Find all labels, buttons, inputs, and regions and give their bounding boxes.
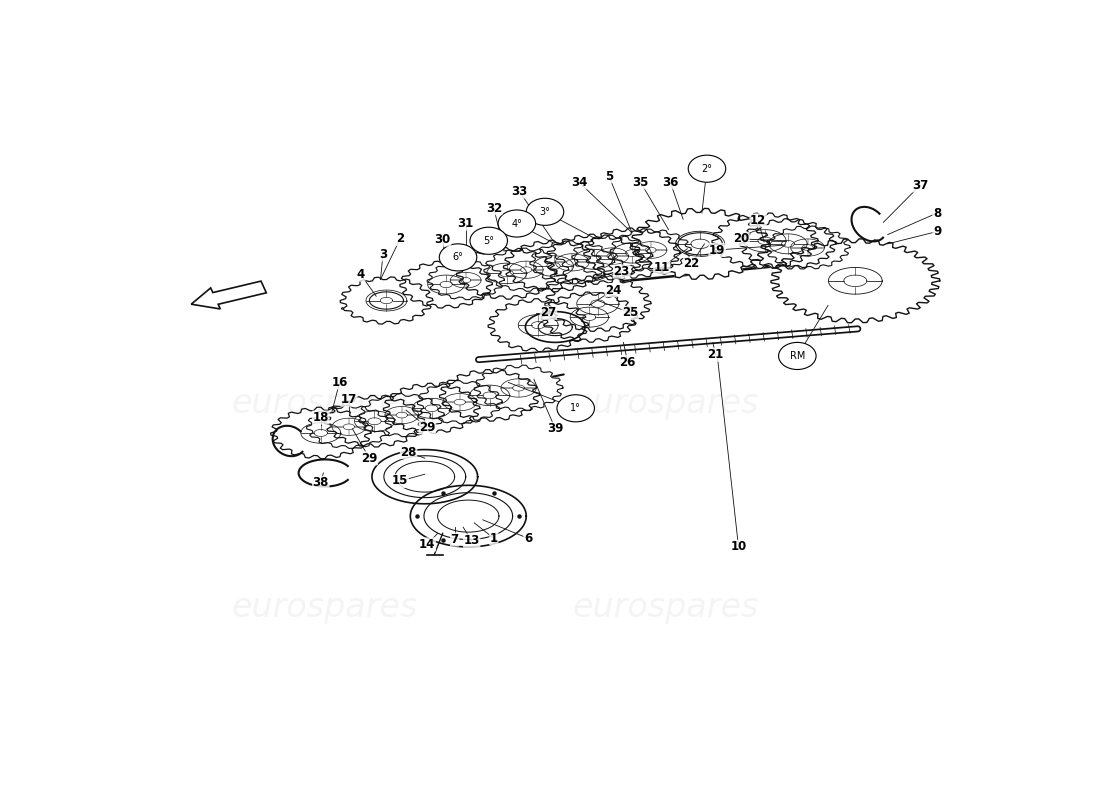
Circle shape	[526, 198, 563, 226]
Polygon shape	[360, 394, 444, 437]
Polygon shape	[484, 248, 569, 291]
Text: 15: 15	[392, 474, 408, 487]
Text: 38: 38	[312, 476, 329, 490]
Polygon shape	[340, 277, 432, 324]
Polygon shape	[307, 406, 392, 448]
Circle shape	[439, 244, 476, 271]
Text: 13: 13	[463, 534, 480, 547]
Text: 1°: 1°	[570, 403, 581, 414]
Text: 30: 30	[434, 233, 451, 246]
Text: 29: 29	[361, 452, 377, 465]
Polygon shape	[384, 383, 480, 434]
Text: 10: 10	[730, 541, 747, 554]
Polygon shape	[546, 234, 641, 284]
Text: 19: 19	[710, 243, 725, 257]
Polygon shape	[712, 213, 818, 269]
Polygon shape	[544, 276, 651, 331]
Text: 3: 3	[379, 248, 387, 261]
Text: 5°: 5°	[483, 236, 494, 246]
Text: 25: 25	[623, 306, 638, 319]
Text: 4: 4	[356, 268, 365, 281]
Text: eurospares: eurospares	[232, 590, 418, 624]
Circle shape	[470, 227, 507, 254]
Text: 6°: 6°	[452, 252, 463, 262]
Text: 32: 32	[486, 202, 502, 214]
Text: 2°: 2°	[702, 164, 713, 174]
Text: 1: 1	[490, 532, 498, 545]
Polygon shape	[530, 241, 615, 284]
Polygon shape	[572, 235, 652, 277]
Text: RM: RM	[790, 351, 805, 361]
Polygon shape	[456, 248, 557, 299]
Text: 4°: 4°	[512, 218, 522, 229]
Text: 14: 14	[419, 538, 436, 551]
Polygon shape	[440, 370, 540, 421]
Text: 31: 31	[458, 217, 474, 230]
Text: 36: 36	[662, 176, 679, 189]
Circle shape	[779, 342, 816, 370]
Polygon shape	[488, 298, 588, 352]
Text: 21: 21	[707, 348, 724, 362]
Polygon shape	[271, 407, 371, 458]
Text: 7: 7	[451, 533, 459, 546]
Text: 3°: 3°	[540, 207, 550, 217]
Text: 11: 11	[653, 261, 670, 274]
Text: 2: 2	[396, 233, 404, 246]
Polygon shape	[417, 381, 502, 424]
Text: 6: 6	[524, 532, 532, 545]
Text: 18: 18	[312, 411, 329, 424]
Circle shape	[557, 394, 594, 422]
Polygon shape	[504, 240, 604, 292]
Text: 39: 39	[547, 422, 563, 435]
Text: 9: 9	[933, 225, 942, 238]
Text: 5: 5	[605, 170, 613, 182]
Circle shape	[498, 210, 536, 237]
Polygon shape	[400, 261, 493, 308]
Text: 24: 24	[605, 283, 621, 297]
Polygon shape	[740, 218, 836, 269]
Text: 8: 8	[933, 206, 942, 219]
Text: 29: 29	[419, 421, 436, 434]
Text: 16: 16	[331, 376, 348, 389]
Polygon shape	[324, 395, 425, 447]
Polygon shape	[584, 228, 680, 278]
Circle shape	[689, 155, 726, 182]
Text: 17: 17	[341, 393, 358, 406]
Text: 22: 22	[683, 257, 700, 270]
Text: eurospares: eurospares	[573, 590, 759, 624]
Polygon shape	[474, 365, 563, 411]
Text: 37: 37	[912, 179, 928, 192]
Text: 20: 20	[733, 233, 749, 246]
FancyArrow shape	[191, 281, 266, 309]
Polygon shape	[771, 239, 939, 322]
Text: 33: 33	[512, 185, 528, 198]
Polygon shape	[427, 261, 504, 300]
Text: 23: 23	[614, 265, 630, 278]
Text: 27: 27	[540, 306, 557, 319]
Polygon shape	[610, 229, 691, 271]
Text: 35: 35	[632, 176, 649, 189]
Text: eurospares: eurospares	[573, 387, 759, 421]
Text: 12: 12	[750, 214, 767, 227]
Text: 34: 34	[571, 176, 587, 189]
Text: eurospares: eurospares	[232, 387, 418, 421]
Polygon shape	[630, 209, 770, 279]
Polygon shape	[541, 292, 638, 342]
Text: 26: 26	[619, 356, 636, 369]
Polygon shape	[766, 226, 850, 269]
Text: 28: 28	[400, 446, 417, 458]
